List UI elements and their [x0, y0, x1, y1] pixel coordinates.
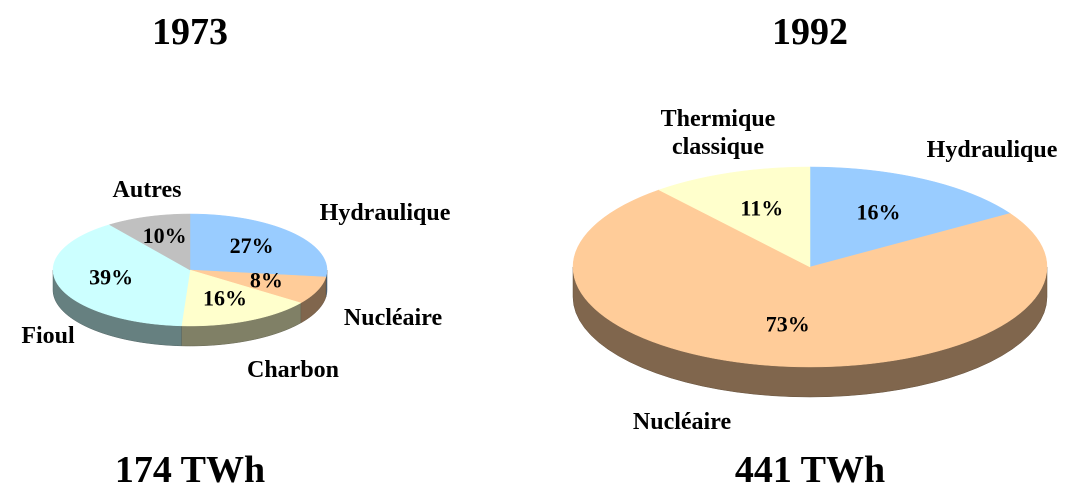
pie-slice — [809, 166, 1011, 268]
category-label: Autres — [112, 177, 182, 203]
chart-subtitle: 441 TWh — [734, 449, 886, 491]
value-label: 16% — [857, 199, 901, 224]
category-label: Hydraulique — [319, 200, 451, 226]
category-label: Thermique classique — [660, 106, 776, 160]
value-label: 11% — [740, 196, 783, 221]
chart-title: 1973 — [152, 11, 228, 53]
value-label: 73% — [766, 311, 810, 336]
chart-subtitle: 174 TWh — [114, 449, 266, 491]
chart-title: 1992 — [772, 11, 848, 53]
category-label: Fioul — [21, 323, 75, 349]
value-label: 16% — [203, 285, 247, 310]
value-label: 39% — [89, 264, 133, 289]
category-label: Nucléaire — [632, 409, 732, 435]
category-label: Charbon — [246, 357, 340, 383]
pie-slice — [181, 269, 302, 327]
category-label: Hydraulique — [926, 137, 1058, 163]
pie-slice — [658, 166, 811, 268]
value-label: 10% — [143, 223, 187, 248]
pie-slice — [572, 189, 1048, 368]
pie-slice — [52, 224, 191, 327]
value-label: 8% — [250, 267, 283, 292]
pie-slice — [108, 213, 191, 271]
pie-slice — [189, 213, 328, 278]
pie-slice — [189, 269, 327, 304]
value-label: 27% — [230, 233, 274, 258]
category-label: Nucléaire — [343, 305, 443, 331]
